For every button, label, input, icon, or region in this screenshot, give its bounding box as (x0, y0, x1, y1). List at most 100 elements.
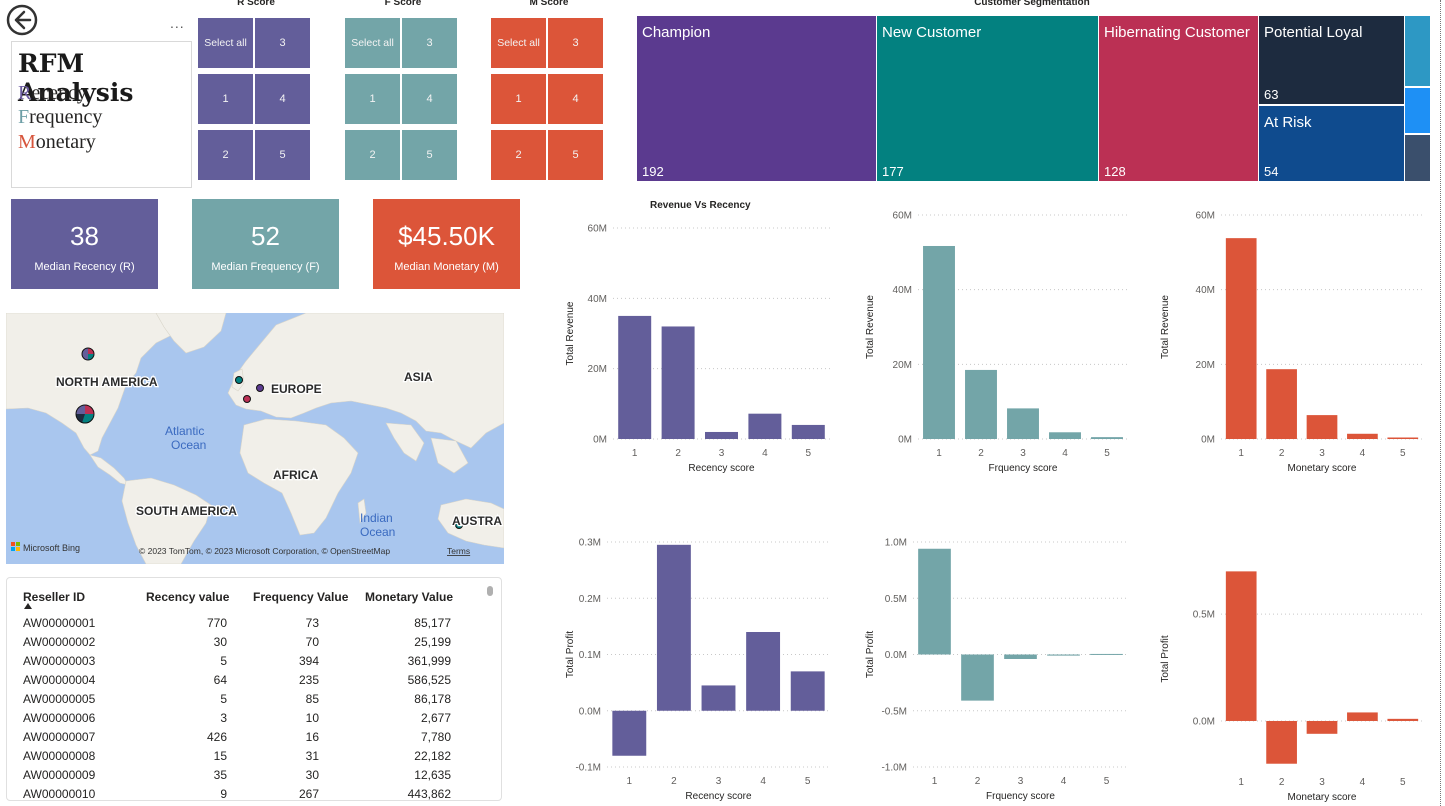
bar-2[interactable] (656, 544, 691, 711)
y-tick-label: 40M (1196, 285, 1215, 296)
bar-5[interactable] (1387, 437, 1419, 439)
bar-3[interactable] (1007, 408, 1039, 439)
cell-recency: 3 (220, 711, 227, 725)
table-row[interactable]: AW00000007 426 16 7,780 (7, 730, 487, 749)
bar-5[interactable] (791, 424, 825, 439)
r-score-tile-2[interactable]: 2 (198, 130, 253, 180)
bar-2[interactable] (661, 326, 695, 439)
map-canvas[interactable]: NORTH AMERICA EUROPE ASIA AFRICA SOUTH A… (6, 313, 504, 564)
r-score-tile-1[interactable]: 1 (198, 74, 253, 124)
bar-4[interactable] (1047, 654, 1080, 656)
treemap-tile-other-5[interactable] (1405, 16, 1430, 86)
bar-3[interactable] (1306, 720, 1338, 734)
treemap-tile-new-customer[interactable]: New Customer 177 (877, 16, 1098, 181)
y-tick-label: 0.5M (1193, 610, 1215, 621)
bar-3[interactable] (1004, 654, 1037, 660)
map-pie-usa[interactable] (75, 404, 95, 424)
bar-1[interactable] (612, 710, 647, 756)
f-score-tile-2[interactable]: 2 (345, 130, 400, 180)
bar-1[interactable] (1225, 571, 1257, 721)
bar-2[interactable] (965, 369, 997, 439)
bar-3[interactable] (701, 685, 736, 711)
table-row[interactable]: AW00000008 15 31 22,182 (7, 749, 487, 768)
bar-5[interactable] (790, 671, 825, 711)
back-button[interactable] (6, 4, 38, 36)
table-row[interactable]: AW00000004 64 235 586,525 (7, 673, 487, 692)
m-score-select-all[interactable]: Select all (491, 18, 546, 68)
x-tick-label: 3 (1020, 448, 1026, 459)
table-row[interactable]: AW00000010 9 267 443,862 (7, 787, 487, 801)
reseller-table[interactable]: Reseller ID Recency value Frequency Valu… (6, 577, 502, 801)
table-row[interactable]: AW00000001 770 73 85,177 (7, 616, 487, 635)
treemap-tile-hibernating-customer[interactable]: Hibernating Customer 128 (1099, 16, 1258, 181)
more-options-icon[interactable]: ... (170, 15, 185, 31)
r-score-tile-3[interactable]: 3 (255, 18, 310, 68)
y-tick-label: 0M (898, 435, 912, 446)
bar-1[interactable] (918, 548, 951, 655)
bar-1[interactable] (923, 245, 955, 439)
treemap-tile-other-7[interactable] (1405, 135, 1430, 181)
bar-2[interactable] (1266, 369, 1297, 439)
f-score-tile-5[interactable]: 5 (402, 130, 457, 180)
bar-2[interactable] (961, 654, 994, 701)
bar-3[interactable] (705, 431, 738, 439)
bar-chart-3[interactable]: 0M 20M 40M 60M 1 2 3 4 5 Monetary score Total Reve… (1140, 196, 1435, 481)
bar-1[interactable] (1225, 238, 1257, 439)
table-row[interactable]: AW00000009 35 30 12,635 (7, 768, 487, 787)
m-score-tile-4[interactable]: 4 (548, 74, 603, 124)
bar-5[interactable] (1090, 653, 1123, 655)
bar-chart-1[interactable]: Revenue Vs Recency 0M 20M 40M 60M 1 2 3 4 5 Recenc… (545, 196, 840, 481)
bar-5[interactable] (1091, 437, 1123, 439)
bar-chart-5[interactable]: -1.0M -0.5M 0.0M 0.5M 1.0M 1 2 3 4 5 Frquency scor… (845, 530, 1140, 806)
bar-4[interactable] (1347, 433, 1378, 439)
map-pie-uk[interactable] (235, 376, 243, 384)
bar-5[interactable] (1387, 718, 1419, 721)
table-row[interactable]: AW00000006 3 10 2,677 (7, 711, 487, 730)
bar-1[interactable] (618, 315, 652, 439)
world-map[interactable]: NORTH AMERICA EUROPE ASIA AFRICA SOUTH A… (6, 313, 504, 564)
treemap-tile-potential-loyal[interactable]: Potential Loyal 63 (1259, 16, 1404, 104)
r-score-select-all[interactable]: Select all (198, 18, 253, 68)
bar-3[interactable] (1306, 415, 1338, 439)
table-row[interactable]: AW00000002 30 70 25,199 (7, 635, 487, 654)
bar-4[interactable] (748, 413, 782, 439)
bar-4[interactable] (1049, 432, 1081, 439)
f-score-tile-3[interactable]: 3 (402, 18, 457, 68)
table-scrollbar[interactable] (487, 586, 493, 596)
treemap-tile-champion[interactable]: Champion 192 (637, 16, 876, 181)
cell-frequency: 31 (305, 749, 319, 763)
treemap-tile-other-6[interactable] (1405, 88, 1430, 133)
column-header-reseller-id[interactable]: Reseller ID (23, 590, 86, 604)
bar-2[interactable] (1266, 720, 1297, 764)
cell-monetary: 443,862 (407, 787, 451, 801)
cell-reseller-id: AW00000004 (23, 673, 96, 687)
treemap-title: Customer Segmentation (974, 0, 1090, 8)
m-score-tile-5[interactable]: 5 (548, 130, 603, 180)
treemap-tile-at-risk[interactable]: At Risk 54 (1259, 106, 1404, 181)
x-tick-label: 4 (1061, 776, 1067, 787)
map-pie-australia[interactable] (455, 521, 463, 529)
m-score-tile-1[interactable]: 1 (491, 74, 546, 124)
bar-chart-4[interactable]: -0.1M 0.0M 0.1M 0.2M 0.3M 1 2 3 4 5 Recency score T… (545, 530, 840, 806)
bar-4[interactable] (1347, 712, 1378, 721)
column-header-monetary[interactable]: Monetary Value (365, 590, 454, 604)
map-terms-link[interactable]: Terms (447, 546, 470, 556)
m-score-tile-2[interactable]: 2 (491, 130, 546, 180)
table-row[interactable]: AW00000003 5 394 361,999 (7, 654, 487, 673)
f-score-tile-1[interactable]: 1 (345, 74, 400, 124)
map-pie-france[interactable] (243, 395, 251, 403)
bar-chart-2[interactable]: 0M 20M 40M 60M 1 2 3 4 5 Frquency score Total Reve… (845, 196, 1140, 481)
m-score-tile-3[interactable]: 3 (548, 18, 603, 68)
f-score-select-all[interactable]: Select all (345, 18, 400, 68)
map-label-europe: EUROPE (271, 382, 322, 396)
r-score-tile-5[interactable]: 5 (255, 130, 310, 180)
column-header-recency[interactable]: Recency value (146, 590, 230, 604)
map-pie-canada[interactable] (81, 347, 95, 361)
bar-chart-6[interactable]: 0.0M 0.5M 1 2 3 4 5 Monetary score Total Profit (1140, 530, 1435, 806)
map-pie-germany[interactable] (256, 384, 264, 392)
column-header-frequency[interactable]: Frequency Value (253, 590, 349, 604)
bar-4[interactable] (746, 632, 781, 711)
table-row[interactable]: AW00000005 5 85 86,178 (7, 692, 487, 711)
f-score-tile-4[interactable]: 4 (402, 74, 457, 124)
r-score-tile-4[interactable]: 4 (255, 74, 310, 124)
